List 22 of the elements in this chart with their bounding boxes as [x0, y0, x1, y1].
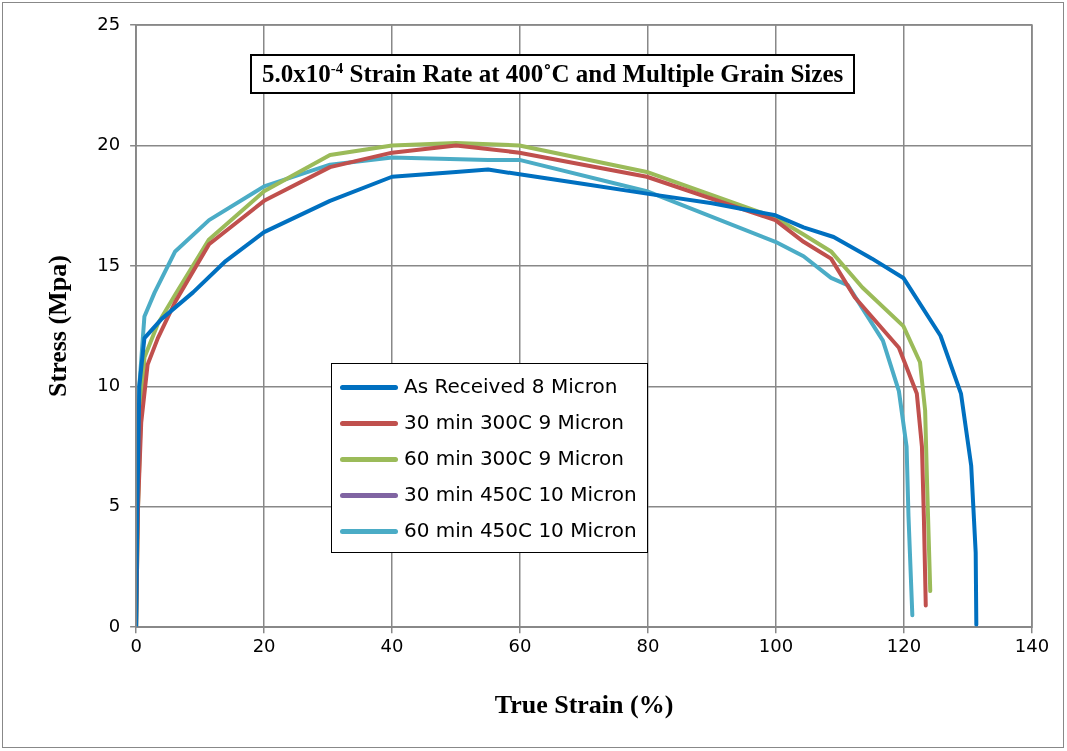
legend-label: 60 min 450C 10 Micron [404, 518, 637, 542]
y-tick-label: 10 [97, 373, 121, 395]
text: 5.0x10$^{-4}$ Strain Rate at 400˚C and Multiple Grain Sizes [250, 54, 856, 95]
x-tick-label: 140 [1014, 634, 1050, 656]
legend-label: 60 min 300C 9 Micron [404, 446, 624, 470]
x-tick-label: 120 [886, 634, 922, 656]
y-tick-label: 5 [108, 494, 121, 516]
x-tick-label: 0 [130, 634, 142, 656]
x-tick-label: 20 [252, 634, 276, 656]
x-tick-label: 80 [636, 634, 660, 656]
x-tick-label: 60 [508, 634, 532, 656]
legend-label: 30 min 450C 10 Micron [404, 482, 637, 506]
x-axis-title: True Strain (%) [494, 690, 674, 720]
y-tick-label: 25 [97, 12, 121, 34]
x-tick-label: 100 [758, 634, 794, 656]
y-axis-title: Stress (Mpa) [43, 255, 73, 397]
x-tick-label: 40 [380, 634, 404, 656]
y-tick-label: 15 [97, 253, 121, 275]
y-tick-label: 20 [97, 133, 121, 155]
legend-label: As Received 8 Micron [404, 374, 618, 398]
y-tick-label: 0 [108, 614, 121, 636]
legend-label: 30 min 300C 9 Micron [404, 410, 624, 434]
